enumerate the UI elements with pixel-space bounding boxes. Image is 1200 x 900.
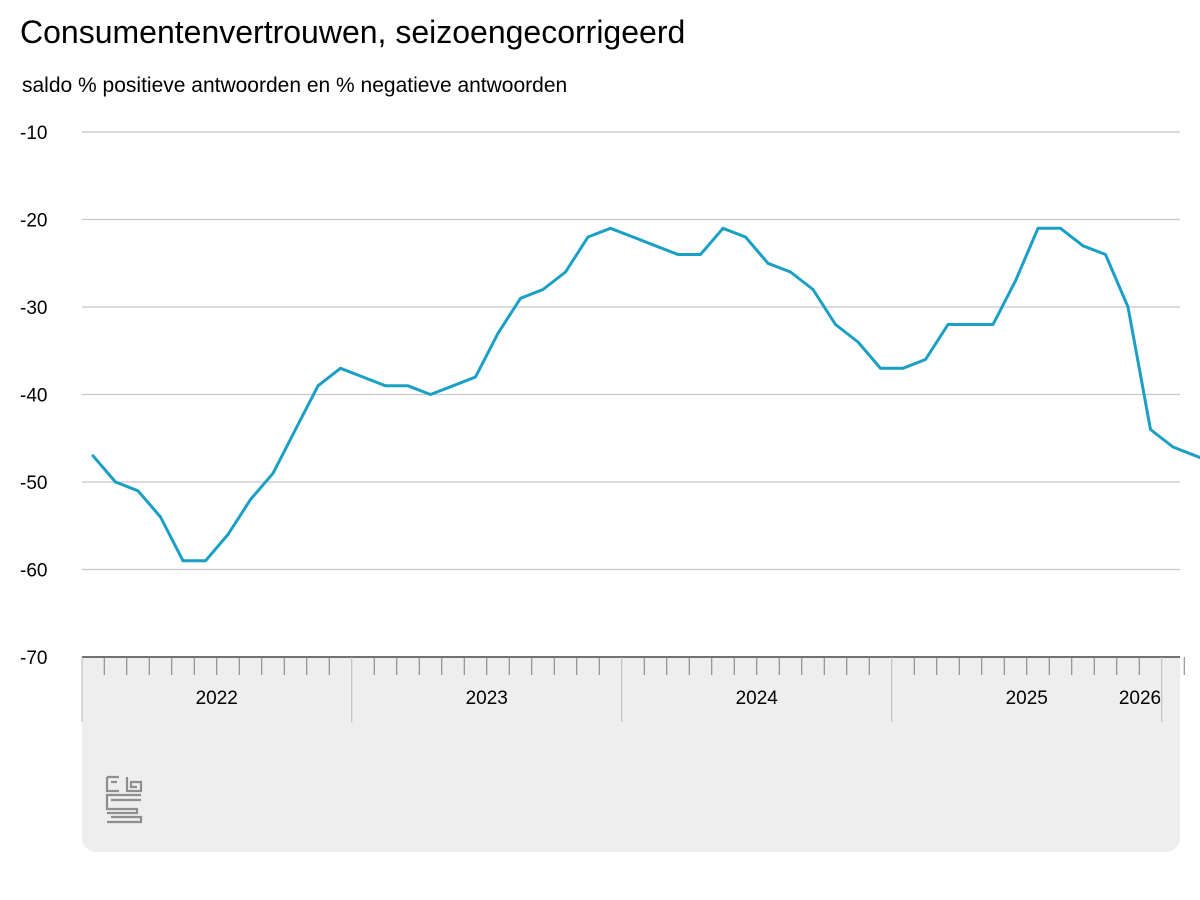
data-point <box>789 270 792 274</box>
data-point <box>136 489 140 493</box>
cbs-logo-s <box>105 793 143 824</box>
cbs-logo-b <box>125 777 143 793</box>
data-point <box>339 366 342 370</box>
y-tick-label: -40 <box>20 386 47 407</box>
data-point <box>1171 445 1175 449</box>
data-point <box>924 358 927 361</box>
data-point <box>1081 244 1085 248</box>
data-point <box>451 384 455 388</box>
data-point <box>204 559 207 563</box>
data-point <box>384 384 387 388</box>
data-point <box>519 296 522 300</box>
data-point <box>316 384 320 388</box>
data-point <box>159 515 162 519</box>
y-tick-label: -20 <box>20 211 47 232</box>
y-axis-tick-labels: -10 -20 -30 -40 -50 -60 -70 <box>20 123 47 669</box>
data-point <box>114 480 117 484</box>
cbs-logo-icon <box>105 775 143 824</box>
data-point <box>496 331 500 335</box>
x-year-label: 2022 <box>196 688 238 709</box>
data-point <box>811 288 815 291</box>
x-axis: 2022 2023 2024 2025 2026 <box>81 656 1185 722</box>
x-year-label: 2026 <box>1119 688 1161 709</box>
cbs-logo-c <box>105 775 119 793</box>
y-tick-label: -10 <box>20 123 47 144</box>
data-point <box>699 253 702 256</box>
footer-panel <box>82 658 1180 852</box>
data-point <box>991 323 995 326</box>
y-tick-label: -60 <box>20 561 47 582</box>
data-point <box>721 226 725 230</box>
data-point <box>969 323 972 326</box>
footer-panel-top-fill <box>82 658 1180 688</box>
data-point <box>1036 226 1040 230</box>
data-point <box>91 454 95 458</box>
data-point <box>1194 454 1197 458</box>
data-point <box>654 244 657 248</box>
data-point <box>181 559 185 563</box>
data-point <box>676 253 680 256</box>
chart-title: Consumentenvertrouwen, seizoengecorrigee… <box>20 14 686 50</box>
data-point <box>946 323 950 326</box>
data-point <box>249 498 252 501</box>
data-point <box>1059 226 1062 230</box>
data-point <box>1126 305 1130 309</box>
chart-subtitle: saldo % positieve antwoorden en % negati… <box>22 74 568 97</box>
data-point <box>856 340 860 344</box>
y-tick-label: -50 <box>20 473 47 494</box>
series-layer <box>91 226 1200 563</box>
data-point <box>1014 279 1017 283</box>
data-point <box>744 235 747 239</box>
data-point <box>834 323 837 326</box>
data-point <box>631 235 635 239</box>
y-tick-label: -30 <box>20 298 47 319</box>
data-point <box>429 393 432 396</box>
data-point <box>766 261 770 265</box>
y-tick-label: -70 <box>20 648 47 669</box>
data-point <box>271 471 275 475</box>
data-point <box>226 533 230 536</box>
grid-lines <box>82 131 1180 571</box>
data-point <box>541 288 545 291</box>
x-year-label: 2023 <box>466 688 508 709</box>
data-point <box>474 375 477 379</box>
data-point <box>901 366 905 370</box>
data-point <box>586 235 590 239</box>
data-point <box>1104 253 1107 256</box>
data-point <box>1149 428 1152 431</box>
data-point <box>879 366 882 370</box>
data-point <box>294 428 297 431</box>
x-year-label: 2024 <box>736 688 779 709</box>
x-year-label: 2025 <box>1006 688 1048 709</box>
data-point <box>609 226 612 230</box>
data-point <box>406 384 410 388</box>
data-point <box>361 375 365 379</box>
data-point <box>564 270 567 274</box>
